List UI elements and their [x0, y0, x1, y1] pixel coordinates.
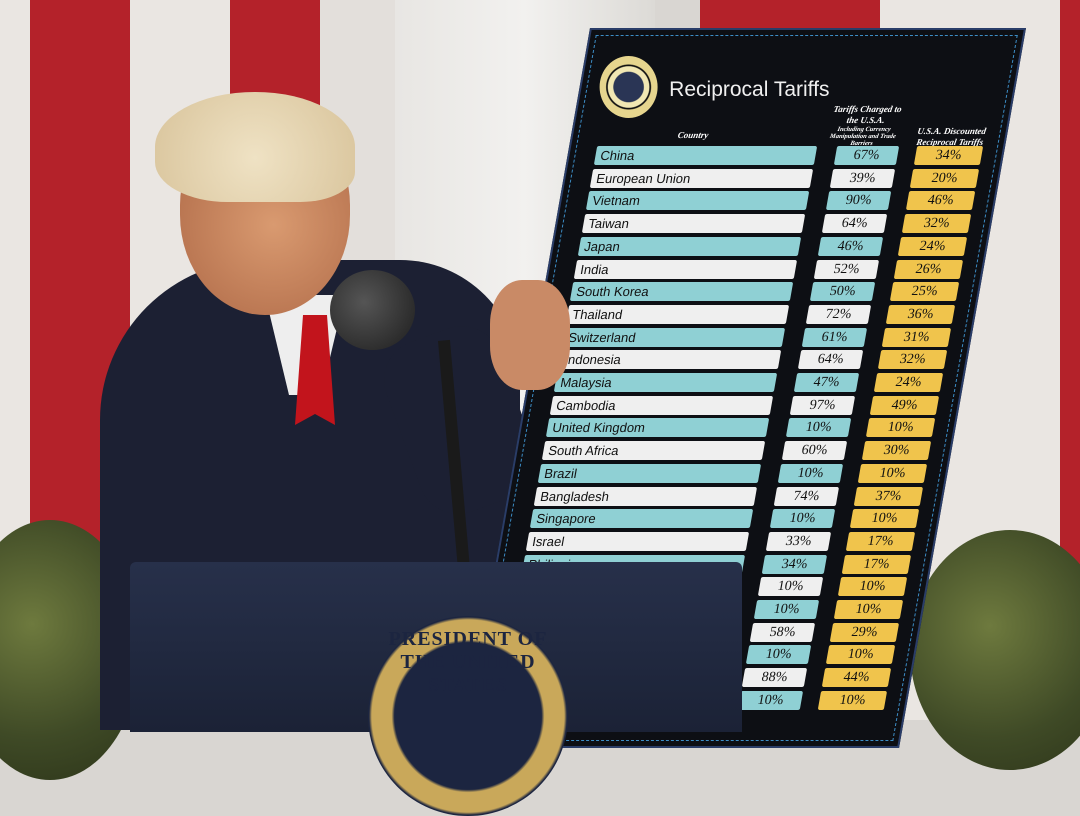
charged-cell: 64%	[797, 350, 864, 370]
country-cell: Bangladesh	[533, 486, 758, 506]
country-cell: Singapore	[529, 509, 754, 529]
country-cell: Israel	[525, 531, 750, 551]
discounted-cell: 24%	[897, 236, 968, 256]
country-cell: South Africa	[541, 441, 766, 461]
presidential-seal	[599, 56, 658, 118]
country-cell: European Union	[589, 168, 814, 188]
discounted-cell: 10%	[833, 600, 904, 619]
charged-cell: 10%	[785, 418, 852, 438]
charged-cell: 10%	[737, 690, 804, 710]
charged-cell: 46%	[817, 236, 884, 256]
discounted-cell: 46%	[905, 191, 976, 211]
discounted-cell: 37%	[853, 486, 924, 506]
country-cell: Cambodia	[549, 395, 774, 415]
discounted-cell: 32%	[901, 214, 972, 234]
country-cell: India	[573, 259, 798, 279]
charged-cell: 61%	[801, 327, 868, 347]
charged-cell: 67%	[833, 146, 900, 165]
discounted-cell: 36%	[885, 304, 956, 324]
charged-cell: 10%	[777, 463, 844, 483]
charged-cell: 97%	[789, 395, 856, 415]
charged-cell: 90%	[825, 191, 892, 211]
hand	[490, 280, 570, 390]
podium: PRESIDENT OF THE UNITED STATES	[130, 562, 742, 816]
discounted-cell: 10%	[825, 645, 896, 665]
header-discounted: U.S.A. Discounted Reciprocal Tariffs	[915, 126, 987, 147]
country-cell: Brazil	[537, 463, 762, 483]
discounted-cell: 10%	[857, 463, 928, 483]
discounted-cell: 34%	[913, 146, 984, 165]
discounted-cell: 20%	[909, 168, 980, 188]
discounted-cell: 26%	[893, 259, 964, 279]
charged-cell: 58%	[749, 622, 816, 642]
discounted-cell: 44%	[821, 668, 892, 688]
header-charged: Tariffs Charged to the U.S.A. Including …	[829, 104, 903, 147]
country-cell: Switzerland	[561, 327, 786, 347]
charged-cell: 72%	[805, 304, 872, 324]
discounted-cell: 10%	[865, 418, 936, 438]
discounted-cell: 29%	[829, 622, 900, 642]
charged-cell: 64%	[821, 214, 888, 234]
charged-cell: 88%	[741, 668, 808, 688]
discounted-cell: 10%	[849, 509, 920, 529]
header-country: Country	[676, 130, 710, 140]
discounted-cell: 31%	[881, 327, 952, 347]
country-cell: Indonesia	[557, 350, 782, 370]
podium-seal: PRESIDENT OF THE UNITED STATES	[368, 616, 568, 816]
country-cell: United Kingdom	[545, 418, 770, 438]
charged-cell: 10%	[757, 577, 824, 597]
charged-cell: 34%	[761, 554, 828, 574]
country-cell: China	[593, 146, 818, 165]
charged-cell: 47%	[793, 373, 860, 392]
country-cell: Taiwan	[581, 214, 806, 234]
charged-cell: 10%	[753, 600, 820, 619]
discounted-cell: 30%	[861, 441, 932, 461]
charged-cell: 10%	[745, 645, 812, 665]
country-cell: South Korea	[569, 282, 794, 302]
discounted-cell: 10%	[817, 690, 888, 710]
microphone-icon	[330, 270, 415, 350]
country-cell: Vietnam	[585, 191, 810, 211]
discounted-cell: 10%	[837, 577, 908, 597]
discounted-cell: 17%	[845, 531, 916, 551]
discounted-cell: 17%	[841, 554, 912, 574]
country-cell: Japan	[577, 236, 802, 256]
charged-cell: 52%	[813, 259, 880, 279]
discounted-cell: 49%	[869, 395, 940, 415]
board-title: Reciprocal Tariffs	[669, 78, 830, 101]
country-cell: Malaysia	[553, 373, 778, 392]
discounted-cell: 24%	[873, 373, 944, 392]
country-cell: Thailand	[565, 304, 790, 324]
charged-cell: 10%	[769, 509, 836, 529]
charged-cell: 60%	[781, 441, 848, 461]
charged-cell: 74%	[773, 486, 840, 506]
charged-cell: 50%	[809, 282, 876, 302]
charged-cell: 33%	[765, 531, 832, 551]
discounted-cell: 32%	[877, 350, 948, 370]
discounted-cell: 25%	[889, 282, 960, 302]
hair	[155, 92, 355, 202]
charged-cell: 39%	[829, 168, 896, 188]
